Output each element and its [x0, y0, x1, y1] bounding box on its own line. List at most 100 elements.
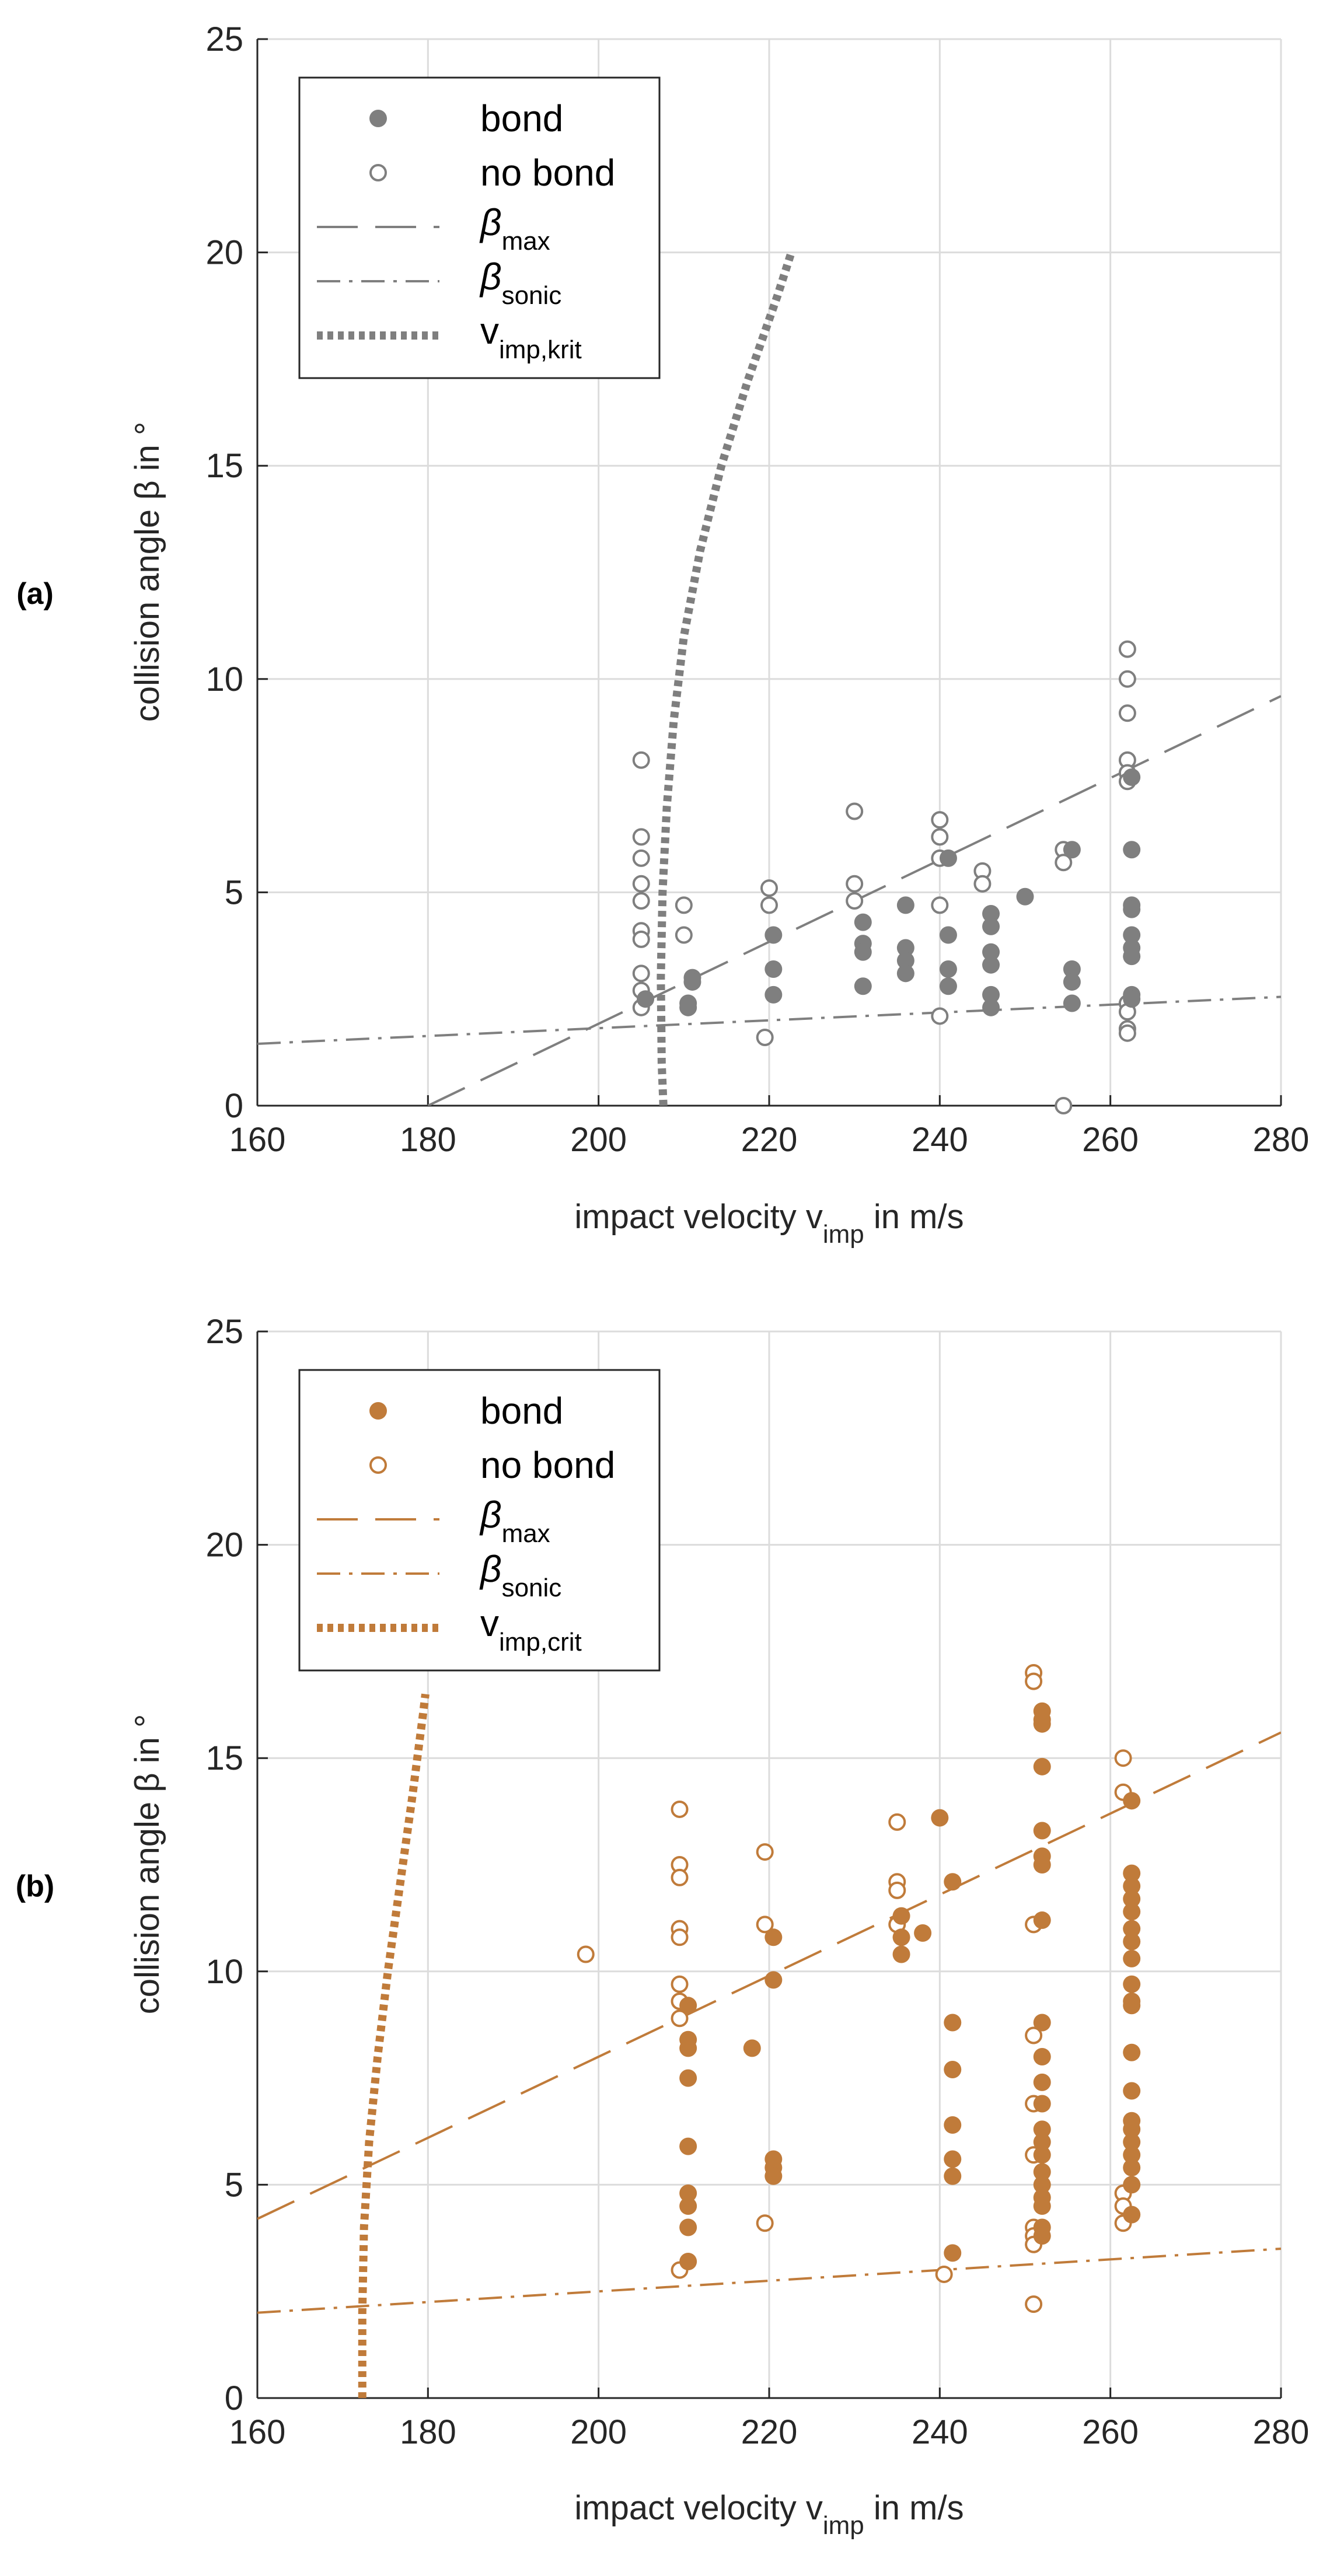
no-bond-point	[931, 811, 949, 829]
no-bond-point	[973, 875, 992, 893]
bond-point	[1123, 948, 1141, 966]
bond-point	[679, 2218, 697, 2236]
no-bond-point	[760, 879, 778, 897]
no-bond-point	[671, 1868, 689, 1886]
bond-point	[637, 990, 655, 1008]
bond-point	[679, 2137, 697, 2155]
bond-point	[1123, 926, 1141, 944]
legend-beta-max-label: βmax	[479, 1494, 550, 1548]
bond-point	[1123, 1864, 1141, 1882]
legend-bond-label: bond	[480, 97, 563, 139]
bond-point	[1123, 2043, 1141, 2061]
no-bond-point	[1025, 2026, 1043, 2044]
bond-point	[765, 985, 783, 1004]
bond-point	[765, 1971, 783, 1989]
x-tick-label: 260	[1082, 2413, 1139, 2451]
no-bond-point	[756, 1029, 774, 1047]
no-bond-point	[888, 1813, 906, 1831]
x-tick-label: 280	[1253, 1121, 1310, 1159]
legend-beta-sonic-label: βsonic	[479, 1548, 561, 1602]
bond-point	[939, 926, 957, 944]
no-bond-point	[846, 892, 864, 910]
no-bond-point	[1025, 1672, 1043, 1690]
no-bond-point	[671, 1800, 689, 1818]
no-bond-point	[846, 802, 864, 820]
bond-point	[896, 896, 914, 914]
legend-beta-sonic-label: βsonic	[479, 256, 561, 310]
y-axis-label: collision angle β in °	[128, 422, 166, 722]
legend-no-bond-marker	[369, 1456, 387, 1474]
legend-bond-marker	[369, 110, 387, 127]
series-group	[257, 1693, 1281, 2398]
bond-point	[1123, 1877, 1141, 1895]
bond-point	[1123, 2146, 1141, 2164]
bond-point	[1033, 1911, 1051, 1930]
no-bond-point	[632, 849, 650, 867]
bond-point	[939, 960, 957, 978]
no-bond-point	[671, 2009, 689, 2028]
panel-b: 160 180 200 220 240 260 280 0 5 10 15 20 25 impact ve…	[16, 1313, 1310, 2540]
y-tick-label: 0	[225, 2379, 243, 2417]
bond-point	[679, 2039, 697, 2057]
bond-point	[1123, 1903, 1141, 1921]
bond-point	[683, 973, 701, 991]
x-tick-label: 160	[229, 2413, 286, 2451]
no-bond-point	[1118, 670, 1136, 688]
no-bond-point	[632, 930, 650, 948]
bond-point	[1063, 973, 1081, 991]
beta-sonic-line	[257, 995, 1281, 1045]
bond-point	[1033, 2014, 1051, 2032]
x-tick-label: 240	[912, 1121, 968, 1159]
x-tick-label: 220	[741, 1121, 798, 1159]
bond-point	[944, 2167, 962, 2185]
no-bond-point	[671, 1928, 689, 1946]
y-tick-label: 10	[205, 660, 243, 698]
no-bond-point	[632, 875, 650, 893]
bond-point	[854, 977, 872, 995]
no-bond-point	[756, 1916, 774, 1934]
no-bond-point	[1118, 1024, 1136, 1042]
bond-point	[1123, 1890, 1141, 1908]
bond-point	[1123, 2205, 1141, 2224]
bond-point	[679, 2069, 697, 2087]
legend-no-bond-marker	[369, 164, 387, 181]
x-tick-label: 220	[741, 2413, 798, 2451]
bond-point	[743, 2039, 761, 2057]
bond-point	[765, 1928, 783, 1946]
bond-point	[1123, 1920, 1141, 1938]
y-axis-label: collision angle β in °	[128, 1714, 166, 2014]
bond-point	[1016, 887, 1034, 906]
legend-bond-marker	[369, 1402, 387, 1420]
bond-point	[1033, 2133, 1051, 2151]
no-bond-point	[756, 2214, 774, 2232]
bond-point	[1033, 2048, 1051, 2066]
no-bond-point	[675, 926, 693, 944]
bond-point	[1033, 1856, 1051, 1874]
bond-point	[679, 998, 697, 1016]
bond-point	[1033, 1757, 1051, 1775]
bond-point	[1123, 2133, 1141, 2151]
bond-point	[982, 904, 1000, 922]
beta-sonic-line	[257, 2248, 1281, 2314]
bond-point	[1033, 2227, 1051, 2245]
beta-max-line	[257, 1731, 1281, 2220]
no-bond-point	[931, 896, 949, 914]
bond-point	[892, 1928, 910, 1946]
panel-a: 160 180 200 220 240 260 280 0 5 10 15 20 25 impact ve…	[16, 20, 1309, 1249]
y-tick-label: 5	[225, 873, 243, 911]
x-tick-label: 240	[912, 2413, 968, 2451]
y-tick-label: 20	[205, 234, 243, 272]
bond-point	[1123, 2159, 1141, 2177]
no-bond-point	[846, 875, 864, 893]
no-bond-point	[931, 828, 949, 846]
bond-point	[1123, 1997, 1141, 2015]
legend-v-crit-label: vimp,crit	[480, 1602, 582, 1656]
no-bond-point	[1025, 2295, 1043, 2313]
bond-point	[1033, 2176, 1051, 2194]
bond-point	[1033, 2197, 1051, 2215]
bond-point	[914, 1924, 932, 1942]
bond-point	[982, 943, 1000, 961]
y-tick-label: 0	[225, 1087, 243, 1125]
bond-point	[944, 2244, 962, 2262]
